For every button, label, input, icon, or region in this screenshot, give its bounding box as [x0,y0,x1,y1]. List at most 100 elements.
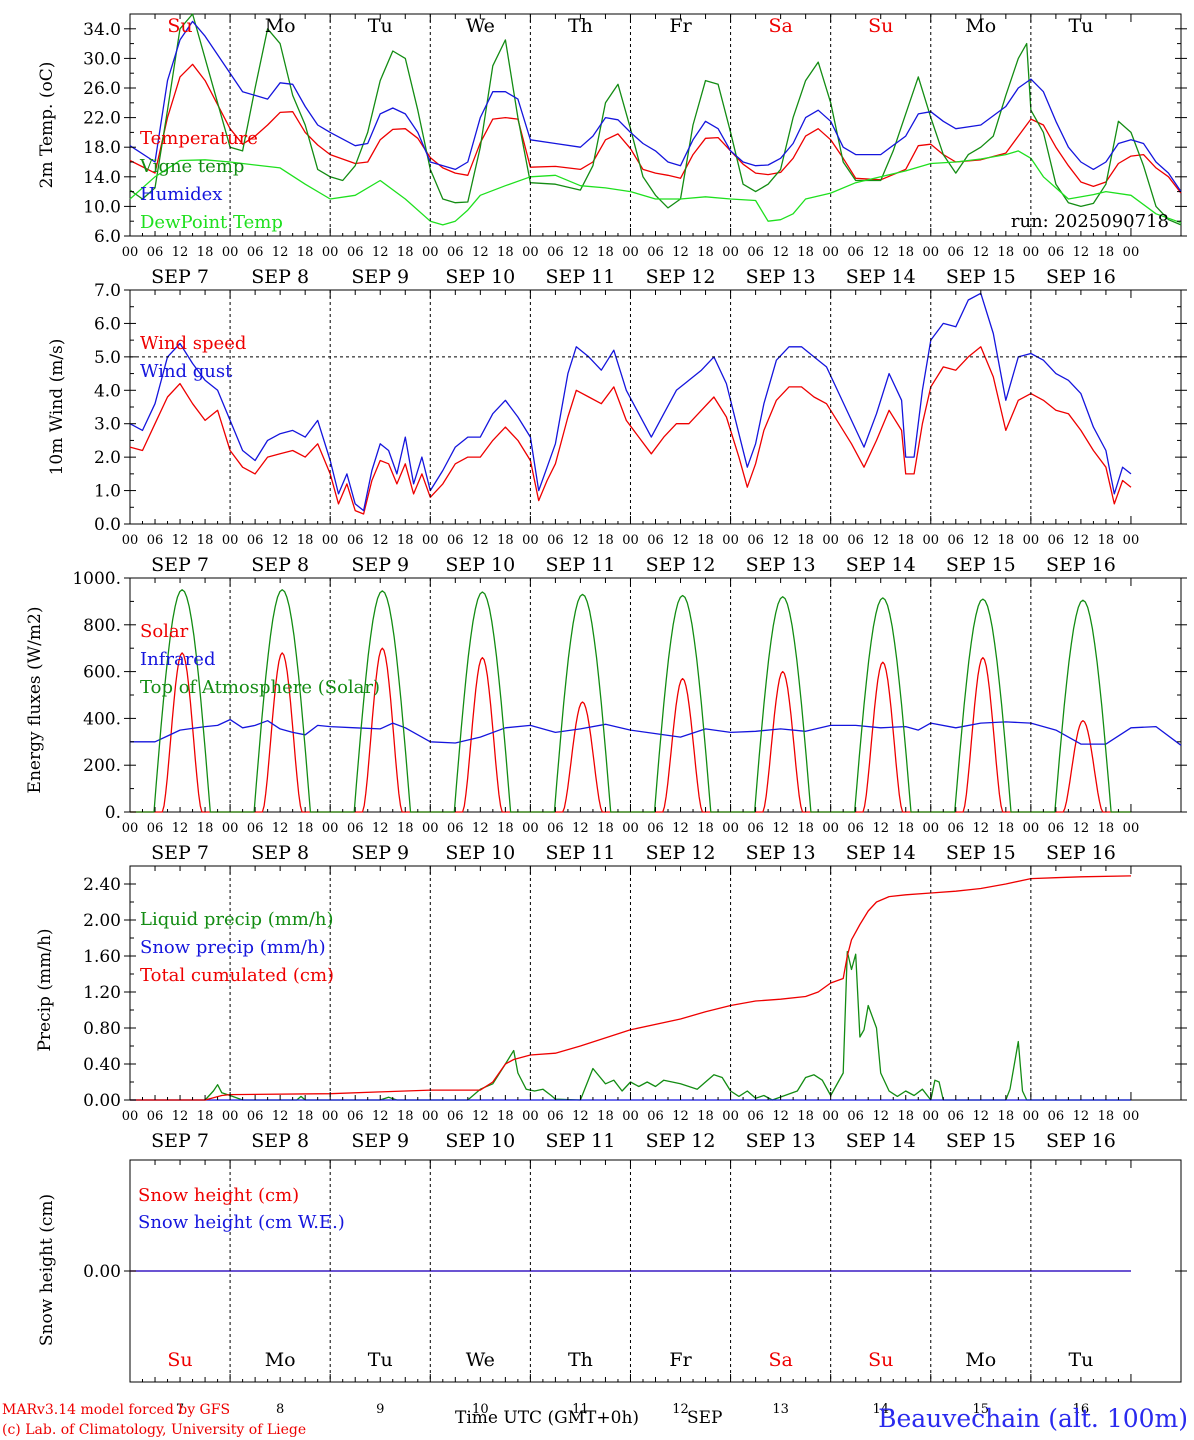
x-hour-label: 18 [597,1109,614,1124]
y-tick-label: 0.40 [83,1055,121,1075]
x-hour-label: 00 [822,1109,839,1124]
wind-axes: 0.0 1.0 2.0 3.0 4.0 5.0 6.0 7.0 00 06 12 18 00 06 12 18… [94,281,1187,576]
energy-legend-3: Top of Atmosphere (Solar) [140,677,380,698]
x-date-label: SEP 14 [846,842,916,864]
day-name-label: Fr [669,15,692,37]
x-date-label: SEP 14 [846,266,916,288]
x-hour-label: 12 [272,821,289,836]
x-hour-label: 00 [222,245,239,260]
wind-series [129,292,1132,515]
x-date-label: SEP 14 [846,1130,916,1152]
x-date-label: SEP 16 [1046,1130,1116,1152]
temperature-panel: 6.0 10.0 14.0 18.0 22.0 26.0 30.0 34.0 00 06 12 18 0… [37,13,1187,288]
x-hour-label: 18 [1098,245,1115,260]
precip-ylabel: Precip (mm/h) [35,928,55,1051]
x-hour-label: 06 [247,533,264,548]
x-date-label: SEP 10 [445,266,515,288]
day-number-label: 13 [772,1402,789,1417]
x-date-label: SEP 7 [151,842,209,864]
x-date-label: SEP 16 [1046,266,1116,288]
y-tick-label: 2.40 [83,875,121,895]
day-name-label: Su [868,1349,893,1371]
x-hour-label: 06 [347,1109,364,1124]
x-hour-label: 06 [847,245,864,260]
x-date-label: SEP 7 [151,1130,209,1152]
x-hour-label: 12 [572,1109,589,1124]
x-hour-label: 12 [772,821,789,836]
x-date-label: SEP 9 [351,842,409,864]
snow-panel: 0.00 Su 7 Mo 8 Tu 9 We 10 Th 11 Fr 12 Sa 13 Su 14 Mo 15 Tu 1… [37,1159,1187,1417]
x-hour-label: 12 [772,245,789,260]
x-hour-label: 06 [247,245,264,260]
x-hour-label: 00 [222,533,239,548]
x-hour-label: 06 [447,533,464,548]
x-hour-label: 12 [172,821,189,836]
x-hour-label: 18 [297,1109,314,1124]
x-hour-label: 18 [1098,1109,1115,1124]
x-hour-label: 12 [872,1109,889,1124]
y-tick-label: 1.0 [94,482,121,502]
day-name-label: Mo [265,15,296,37]
series-line-green [129,13,1182,226]
x-hour-label: 18 [197,245,214,260]
x-date-label: SEP 8 [251,1130,309,1152]
x-hour-label: 06 [948,1109,965,1124]
x-hour-label: 06 [547,533,564,548]
x-hour-label: 12 [872,533,889,548]
x-hour-label: 18 [597,245,614,260]
x-hour-label: 18 [697,245,714,260]
x-hour-label: 18 [497,821,514,836]
x-hour-label: 12 [772,1109,789,1124]
temperature-ylabel: 2m Temp. (oC) [37,62,57,189]
x-hour-label: 00 [922,821,939,836]
x-hour-label: 06 [347,821,364,836]
location-title: Beauvechain (alt. 100m) [878,1404,1188,1433]
y-tick-label: 0.00 [83,1262,121,1282]
day-name-label: Fr [669,1349,692,1371]
x-date-label: SEP 11 [545,266,615,288]
x-date-label: SEP 13 [746,266,816,288]
x-hour-label: 06 [1048,821,1065,836]
x-date-label: SEP 11 [545,1130,615,1152]
footer: MARv3.14 model forced by GFS (c) Lab. of… [2,1402,1188,1438]
x-date-label: SEP 10 [445,554,515,576]
x-hour-label: 12 [572,533,589,548]
x-hour-label: 00 [1123,245,1140,260]
y-tick-label: 2.00 [83,911,121,931]
x-hour-label: 18 [697,821,714,836]
run-annotation: run: 2025090718 [1011,211,1169,232]
x-hour-label: 18 [397,245,414,260]
x-hour-label: 00 [222,821,239,836]
x-hour-label: 00 [1123,533,1140,548]
model-credit: MARv3.14 model forced by GFS [2,1402,230,1418]
x-hour-label: 00 [922,245,939,260]
y-tick-label: 0.00 [83,1091,121,1111]
temperature-legend-4: DewPoint Temp [140,212,283,233]
x-hour-label: 12 [372,533,389,548]
snow-axes: 0.00 Su 7 Mo 8 Tu 9 We 10 Th 11 Fr 12 Sa 13 Su 14 Mo 15 Tu 1… [83,1160,1187,1417]
x-hour-label: 00 [1023,821,1040,836]
y-tick-label: 1000. [72,569,121,589]
y-tick-label: 18.0 [83,138,121,158]
temperature-legend-3: Humidex [140,184,222,205]
x-hour-label: 18 [1098,821,1115,836]
x-hour-label: 00 [822,821,839,836]
x-hour-label: 00 [422,245,439,260]
x-hour-label: 12 [372,245,389,260]
wind-ylabel: 10m Wind (m/s) [47,339,67,476]
x-hour-label: 12 [472,1109,489,1124]
day-name-label: We [466,1349,495,1371]
day-name-label: Th [568,15,593,37]
temperature-legend-1: Temperature [140,128,258,149]
day-name-label: Sa [768,1349,792,1371]
y-tick-label: 5.0 [94,348,121,368]
y-tick-label: 2.0 [94,448,121,468]
x-hour-label: 00 [222,1109,239,1124]
x-date-label: SEP 8 [251,842,309,864]
x-date-label: SEP 11 [545,842,615,864]
x-hour-label: 12 [172,1109,189,1124]
x-hour-label: 06 [847,1109,864,1124]
x-date-label: SEP 16 [1046,842,1116,864]
x-date-label: SEP 12 [646,1130,716,1152]
y-tick-label: 800. [83,616,121,636]
